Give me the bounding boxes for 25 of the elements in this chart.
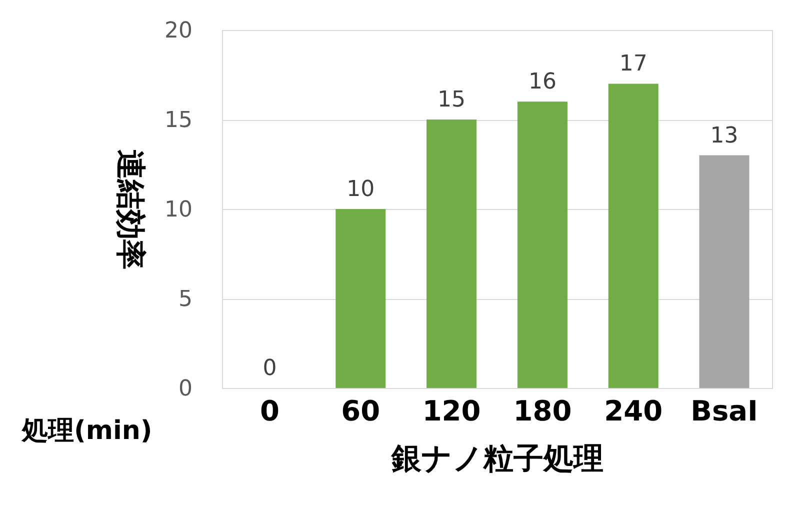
bar [699, 155, 750, 388]
bar [426, 120, 477, 388]
text: 処理(min) [21, 416, 152, 446]
data-label: 15 [438, 88, 466, 112]
x-tick-label: BsaI [690, 394, 758, 428]
y-tick-label: 15 [164, 108, 192, 133]
x-tick-label: 60 [341, 394, 380, 428]
x-tick-label: 240 [604, 394, 663, 428]
x-tick-label: 120 [422, 394, 481, 428]
y-tick-label: 5 [178, 287, 192, 312]
bar [336, 209, 386, 388]
y-tick-label: 10 [164, 198, 192, 222]
data-label: 17 [619, 52, 648, 77]
data-label: 10 [346, 177, 375, 202]
y-tick-label: 0 [178, 376, 192, 402]
y-axis-title: 連結効率 [112, 150, 148, 270]
data-label: 0 [262, 356, 277, 381]
y-tick-label: 20 [164, 18, 192, 44]
x-tick-label: 180 [513, 394, 572, 428]
bar [517, 102, 568, 388]
x-axis-title: 銀ナノ粒子処理 [390, 442, 604, 476]
data-label: 13 [710, 123, 738, 148]
data-label: 16 [528, 70, 556, 95]
bar [608, 84, 658, 388]
x-tick-label: 0 [260, 394, 280, 428]
